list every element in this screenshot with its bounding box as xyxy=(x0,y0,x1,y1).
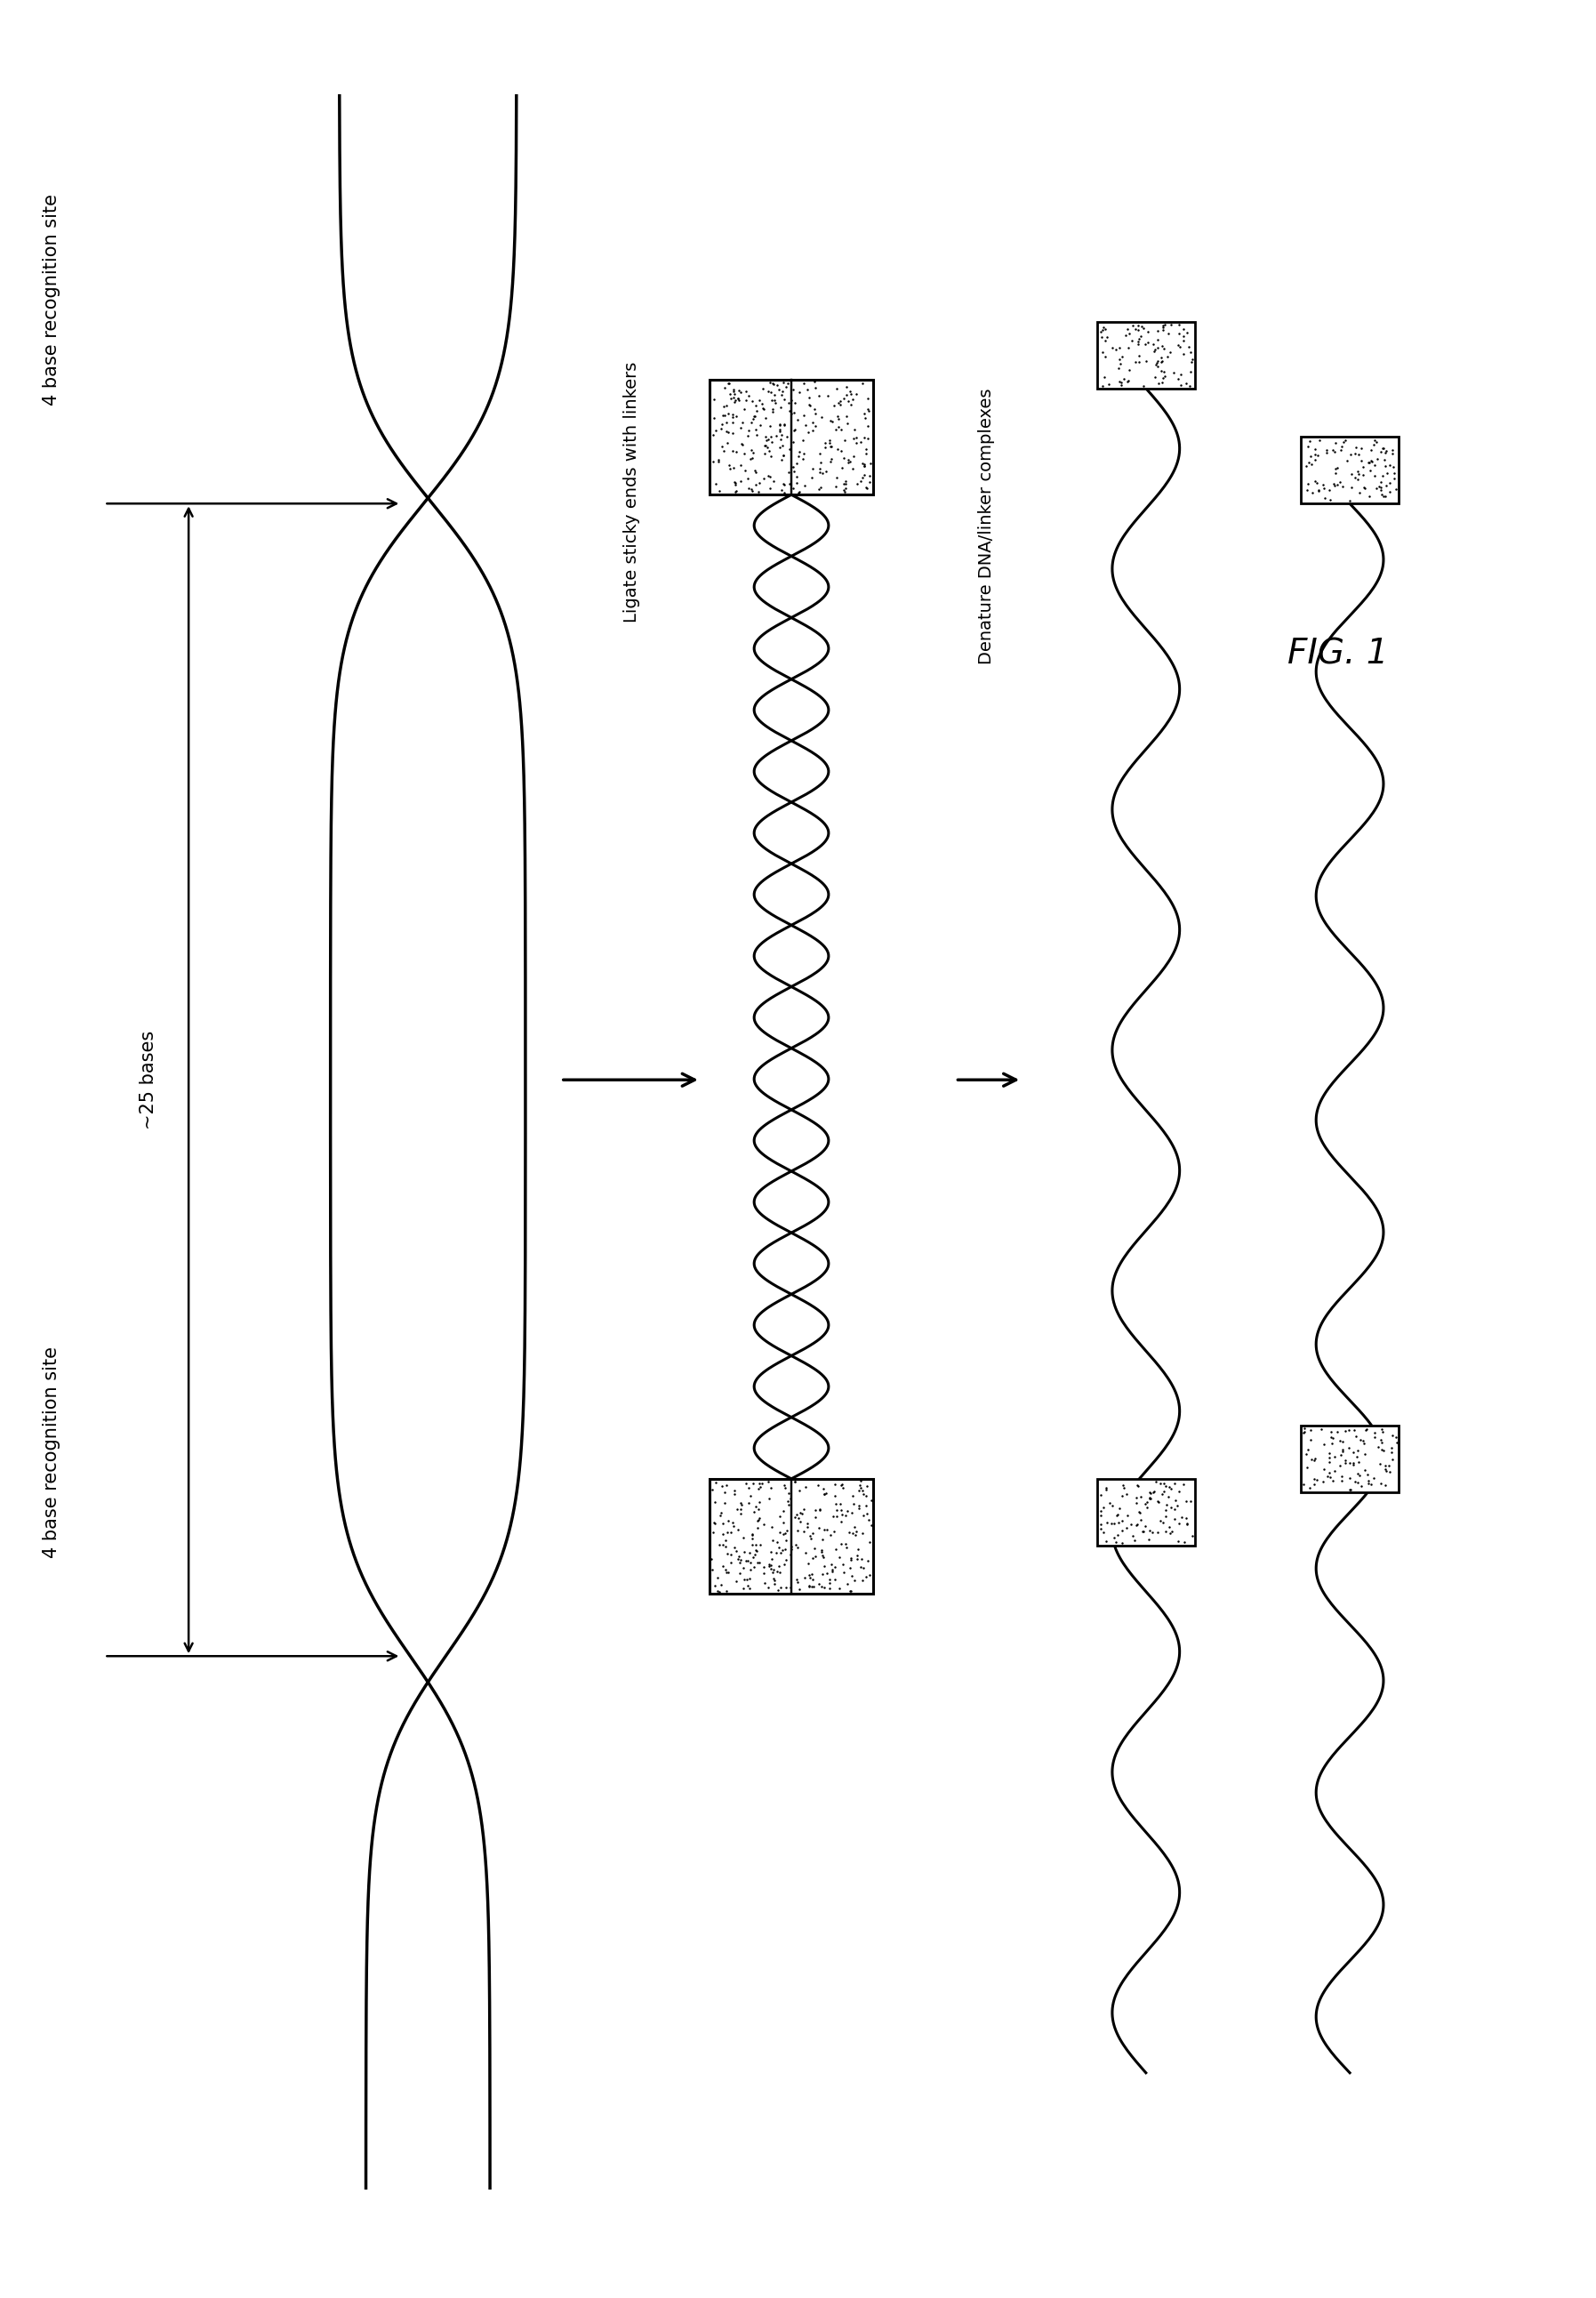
Bar xyxy=(709,379,873,494)
Text: FIG. 1: FIG. 1 xyxy=(1288,637,1389,671)
Text: ~25 bases: ~25 bases xyxy=(140,1030,158,1128)
Bar xyxy=(1301,437,1398,503)
Bar xyxy=(1096,322,1195,388)
Text: 4 base recognition site: 4 base recognition site xyxy=(43,1347,61,1558)
Bar xyxy=(709,1480,873,1595)
Text: 4 base recognition site: 4 base recognition site xyxy=(43,193,61,404)
Bar xyxy=(1301,1425,1398,1491)
Text: Denature DNA/linker complexes: Denature DNA/linker complexes xyxy=(978,388,994,664)
Bar xyxy=(1096,1480,1195,1544)
Text: Ligate sticky ends with linkers: Ligate sticky ends with linkers xyxy=(624,361,640,623)
